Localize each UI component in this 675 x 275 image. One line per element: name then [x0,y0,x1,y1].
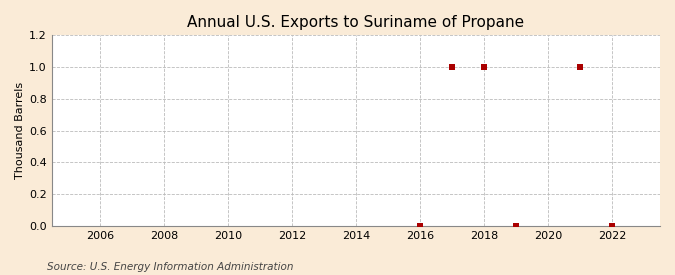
Text: Source: U.S. Energy Information Administration: Source: U.S. Energy Information Administ… [47,262,294,272]
Title: Annual U.S. Exports to Suriname of Propane: Annual U.S. Exports to Suriname of Propa… [188,15,524,30]
Y-axis label: Thousand Barrels: Thousand Barrels [15,82,25,179]
